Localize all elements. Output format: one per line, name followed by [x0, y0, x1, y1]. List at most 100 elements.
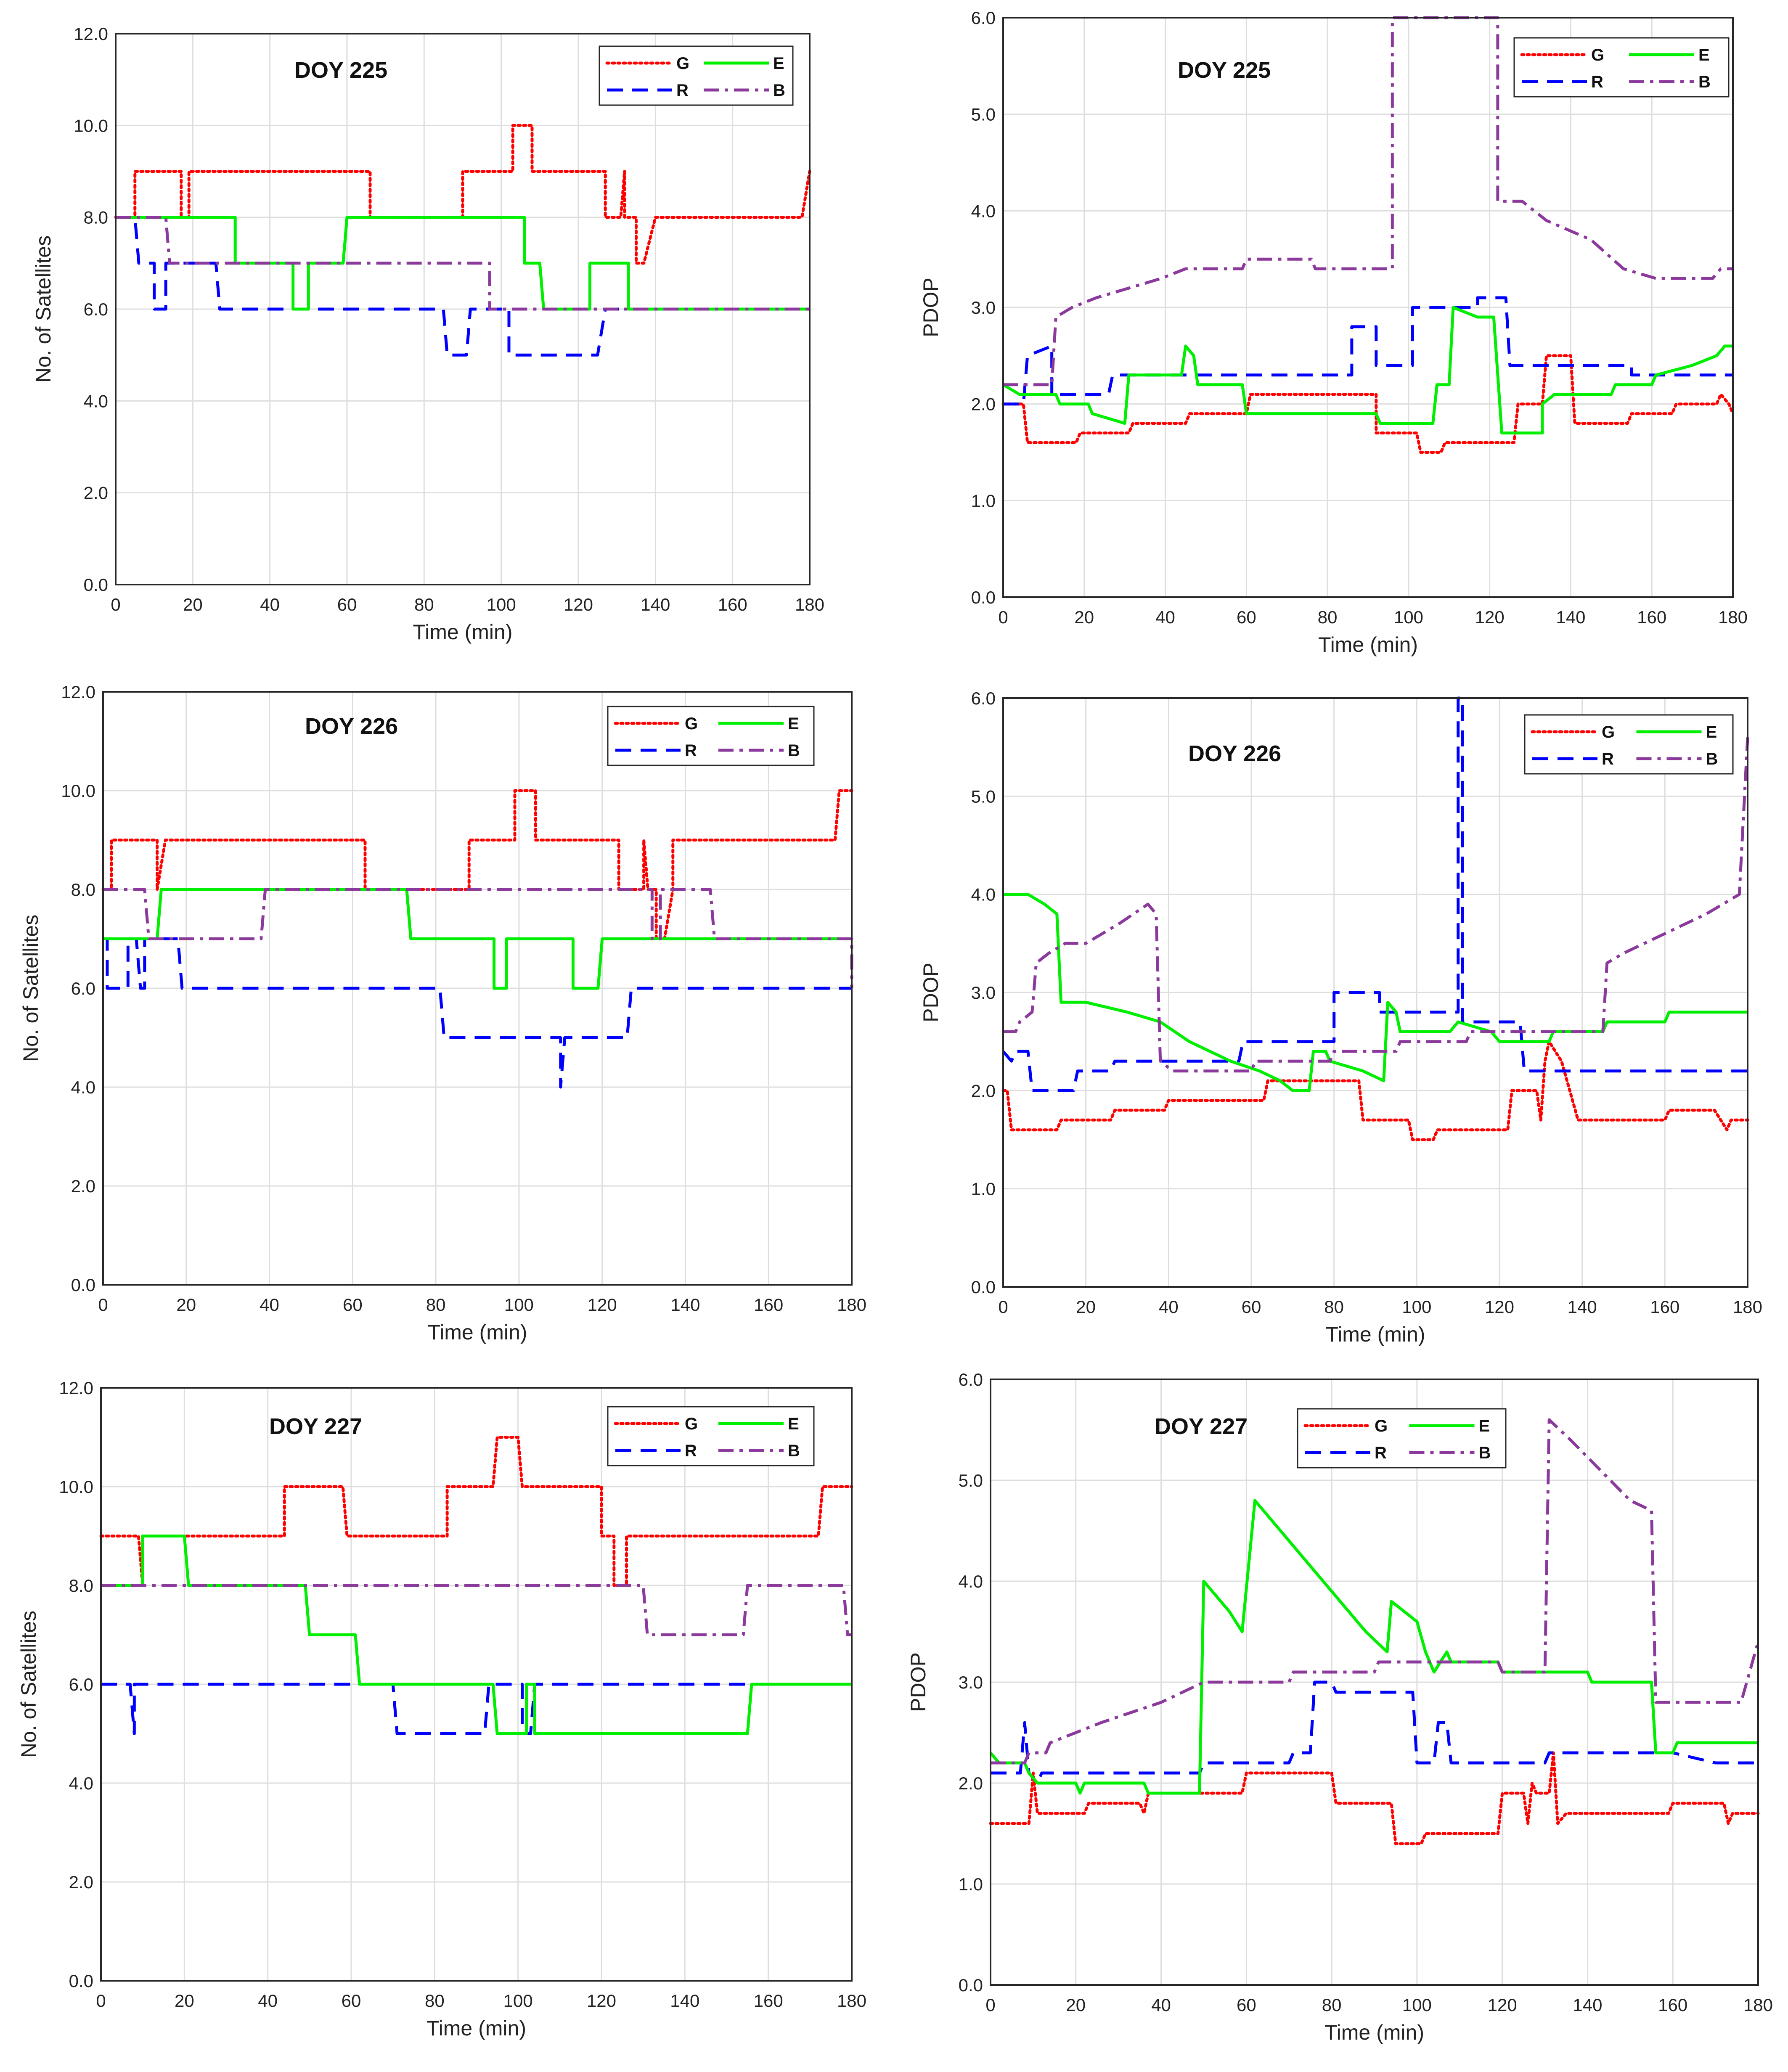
y-tick-label: 6.0: [71, 979, 95, 998]
y-tick-label: 6.0: [84, 299, 108, 319]
x-tick-label: 100: [1402, 1297, 1431, 1317]
legend-label-e: E: [788, 1415, 799, 1433]
legend-label-g: G: [685, 1415, 698, 1433]
y-tick-label: 2.0: [959, 1773, 983, 1793]
y-tick-label: 6.0: [69, 1675, 93, 1694]
y-tick-label: 10.0: [59, 1477, 93, 1497]
axes-frame: [1002, 17, 1734, 598]
panel-doy227-satellites: Time (min) No. of Satellites 0 20 40 60 80 10…: [17, 1378, 866, 2040]
legend: G E R B: [1297, 1408, 1507, 1469]
x-tick-label: 60: [343, 1295, 363, 1315]
legend-label-b: B: [1698, 73, 1711, 91]
series-line-r: [116, 216, 810, 357]
x-tick-label: 100: [1394, 607, 1423, 627]
legend: G E R B: [607, 706, 815, 766]
y-tick-label: 6.0: [971, 688, 996, 708]
x-tick-label: 160: [754, 1295, 783, 1315]
y-tick-label: 12.0: [61, 682, 95, 702]
y-tick-label: 5.0: [971, 105, 996, 124]
legend: G E R B: [599, 45, 794, 106]
x-tick-label: 60: [337, 595, 357, 614]
x-tick-label: 180: [837, 1295, 866, 1315]
x-tick-label: 120: [588, 1295, 617, 1315]
x-tick-label: 20: [176, 1295, 196, 1315]
series-line-r: [103, 937, 852, 1089]
y-tick-label: 2.0: [971, 394, 996, 414]
panel-doy226-pdop: Time (min) PDOP 0 20 40 60 80 100 120 140 160 180…: [919, 688, 1762, 1346]
series-line-g: [101, 789, 853, 940]
x-tick-label: 140: [1556, 607, 1585, 627]
legend-label-r: R: [685, 1442, 697, 1460]
x-tick-label: 140: [1568, 1297, 1597, 1317]
x-tick-label: 40: [258, 1991, 278, 2011]
panel-doy227-pdop: Time (min) PDOP 0 20 40 60 80 100 120 140 160 180…: [906, 1370, 1773, 2044]
y-tick-label: 1.0: [971, 491, 996, 511]
legend-label-g: G: [1591, 46, 1604, 64]
x-tick-label: 80: [1324, 1297, 1344, 1317]
y-tick-label: 3.0: [971, 298, 996, 318]
y-tick-label: 8.0: [84, 208, 108, 228]
x-axis-label: Time (min): [413, 620, 512, 644]
y-tick-label: 4.0: [69, 1773, 93, 1793]
axes-frame: [115, 33, 811, 585]
panel-title: DOY 225: [1178, 58, 1271, 83]
x-tick-label: 0: [98, 1295, 108, 1315]
x-tick-label: 0: [998, 607, 1008, 627]
legend-label-g: G: [685, 714, 698, 733]
series-line-b: [103, 888, 853, 988]
y-tick-label: 4.0: [84, 391, 108, 411]
y-tick-label: 8.0: [71, 880, 95, 900]
x-tick-label: 100: [503, 1991, 533, 2011]
series-line-r: [1003, 296, 1733, 406]
legend-label-b: B: [788, 741, 800, 760]
x-tick-label: 120: [1488, 1995, 1517, 2015]
legend-label-r: R: [685, 741, 697, 760]
y-tick-label: 1.0: [959, 1874, 983, 1894]
legend-box: [607, 1406, 815, 1466]
y-axis-label: PDOP: [919, 963, 943, 1022]
x-tick-label: 120: [587, 1991, 616, 2011]
y-tick-label: 2.0: [971, 1081, 996, 1101]
y-tick-label: 10.0: [74, 116, 108, 135]
series-line-g: [1001, 354, 1735, 454]
x-axis-label: Time (min): [1318, 633, 1418, 656]
series-line-e: [103, 888, 852, 990]
y-axis-label: No. of Satellites: [32, 236, 55, 383]
x-tick-label: 160: [718, 595, 747, 614]
legend: G E R B: [1513, 37, 1730, 98]
y-axis-label: No. of Satellites: [17, 1611, 40, 1758]
panel-doy226-satellites: Time (min) No. of Satellites 0 20 40 60 80 10…: [19, 682, 866, 1344]
x-tick-label: 120: [1475, 607, 1505, 627]
x-tick-label: 140: [1573, 1995, 1602, 2015]
x-tick-label: 40: [1159, 1297, 1179, 1317]
series-line-r: [1002, 696, 1748, 1092]
y-axis-label: No. of Satellites: [19, 915, 42, 1062]
y-tick-label: 0.0: [971, 587, 996, 607]
series-line-r: [991, 1680, 1758, 1785]
y-tick-label: 12.0: [59, 1378, 93, 1398]
y-tick-label: 2.0: [71, 1176, 95, 1196]
legend-box: [1524, 714, 1734, 775]
series-line-e: [1002, 306, 1733, 435]
x-axis-label: Time (min): [1324, 2021, 1424, 2044]
legend-label-r: R: [1591, 73, 1603, 91]
legend-label-b: B: [788, 1442, 800, 1460]
y-tick-label: 10.0: [61, 781, 95, 801]
panel-title: DOY 227: [269, 1414, 362, 1439]
legend-label-r: R: [1375, 1444, 1387, 1462]
x-tick-label: 100: [487, 595, 516, 614]
series-line-b: [101, 1584, 852, 1636]
x-axis-label: Time (min): [426, 2016, 526, 2040]
panel-title: DOY 227: [1155, 1414, 1248, 1439]
y-tick-label: 0.0: [84, 575, 108, 595]
axes-frame: [1002, 697, 1748, 1288]
legend-label-r: R: [676, 81, 689, 100]
x-tick-label: 180: [1743, 1995, 1773, 2015]
x-tick-label: 80: [414, 595, 434, 614]
y-tick-label: 6.0: [959, 1370, 983, 1389]
legend-box: [599, 45, 794, 106]
series-line-b: [1003, 737, 1749, 1073]
x-tick-label: 180: [795, 595, 824, 614]
x-tick-label: 60: [342, 1991, 361, 2011]
